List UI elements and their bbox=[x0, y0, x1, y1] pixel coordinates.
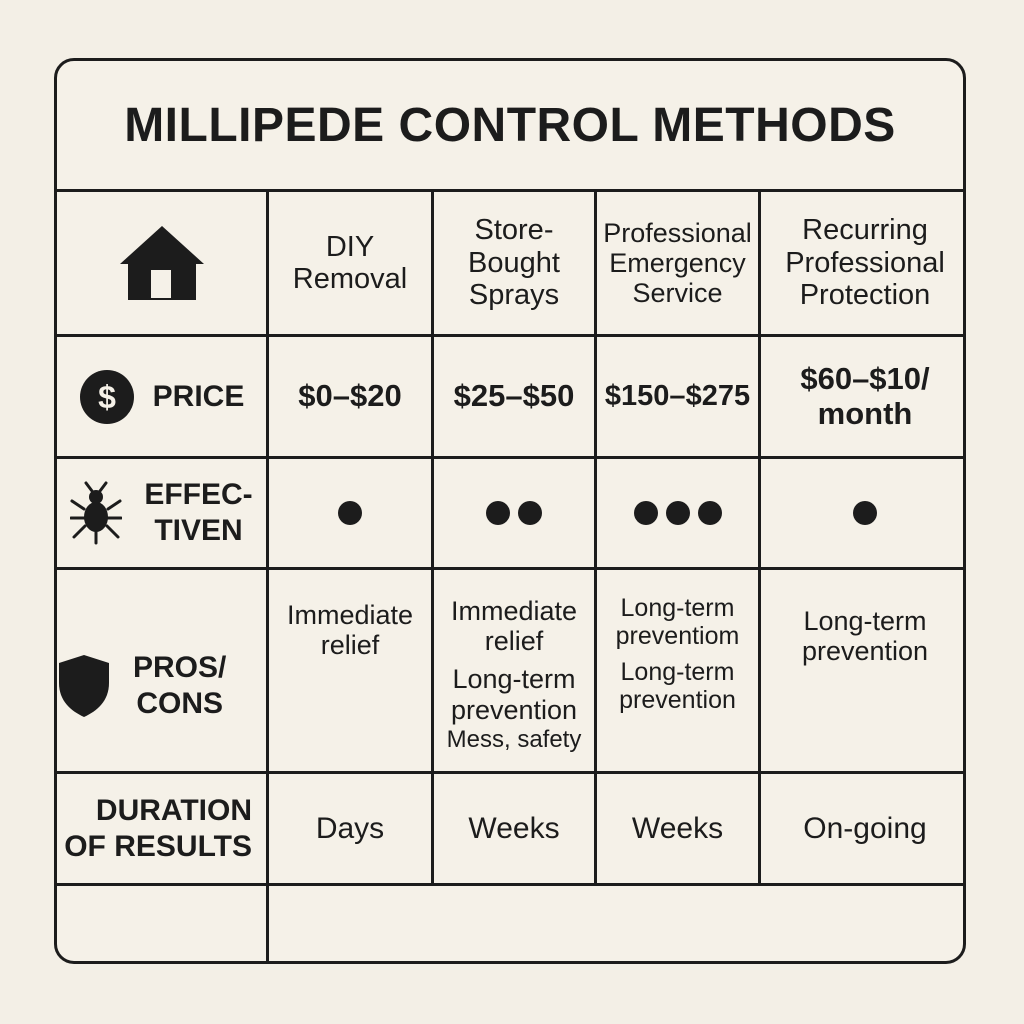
duration-cell: On-going bbox=[761, 774, 963, 883]
row-label-duration: DURATION OF RESULTS bbox=[57, 774, 266, 883]
rating-dots bbox=[853, 501, 877, 525]
pros-cons-text: prevention bbox=[801, 636, 929, 667]
rating-dots bbox=[486, 501, 542, 525]
column-header-line: Store- bbox=[474, 214, 554, 247]
rating-dot bbox=[633, 501, 658, 525]
row-label-text: PROS/ CONS bbox=[133, 650, 226, 722]
duration-cell: Days bbox=[269, 774, 431, 883]
row-label-price: $ PRICE bbox=[57, 337, 266, 456]
rating-dot bbox=[853, 501, 877, 525]
price-cell: $150–$275 bbox=[597, 337, 758, 456]
divider bbox=[57, 567, 963, 570]
price-value: $150–$275 bbox=[604, 380, 751, 413]
house-icon bbox=[119, 226, 204, 300]
row-label-pros-cons: PROS/ CONS bbox=[57, 570, 266, 771]
effectiveness-cell bbox=[434, 459, 594, 567]
duration-value: Weeks bbox=[631, 811, 724, 845]
dollar-coin-icon: $ bbox=[79, 369, 134, 424]
pros-cons-cell: Long-term prevention bbox=[761, 570, 963, 771]
column-header-recurring: Recurring Professional Protection bbox=[761, 192, 963, 334]
bug-icon bbox=[70, 481, 123, 545]
column-header-sprays: Store- Bought Sprays bbox=[434, 192, 594, 334]
pros-cons-text: Immediate bbox=[286, 600, 414, 630]
rating-dots bbox=[633, 501, 722, 525]
pros-cons-text: Long-term bbox=[620, 594, 735, 622]
column-header-line: Emergency bbox=[609, 247, 746, 278]
pros-cons-text: relief bbox=[320, 630, 380, 661]
comparison-table: MILLIPEDE CONTROL METHODS DIY Removal St… bbox=[54, 58, 966, 964]
price-value: month bbox=[817, 395, 913, 431]
pros-cons-text: Long-term bbox=[452, 664, 576, 695]
pros-cons-text: preventiom bbox=[615, 622, 740, 650]
pros-cons-text: prevention bbox=[619, 686, 736, 714]
column-header-diy: DIY Removal bbox=[269, 192, 431, 334]
rating-dot bbox=[486, 501, 510, 525]
divider bbox=[57, 771, 963, 774]
column-header-emergency: Professional Emergency Service bbox=[597, 192, 758, 334]
column-header-line: Service bbox=[632, 278, 723, 309]
divider bbox=[57, 883, 963, 886]
pros-cons-text: Immediate bbox=[450, 596, 578, 626]
divider bbox=[57, 334, 963, 337]
row-label-effectiveness: EFFEC- TIVEN bbox=[57, 459, 266, 567]
price-value: $25–$50 bbox=[453, 378, 575, 414]
svg-text:$: $ bbox=[98, 379, 116, 415]
rating-dot bbox=[697, 501, 722, 525]
row-label-text: PRICE bbox=[152, 379, 245, 413]
pros-cons-cell: Immediate relief Long-term prevention Me… bbox=[434, 570, 594, 771]
pros-cons-cell: Long-term preventiom Long-term preventio… bbox=[597, 570, 758, 771]
rating-dot bbox=[665, 501, 690, 525]
pros-cons-text: Long-term bbox=[803, 606, 927, 636]
price-value: $60–$10/ bbox=[800, 360, 930, 396]
empty-cell bbox=[269, 886, 963, 961]
row-label-line: TIVEN bbox=[154, 514, 243, 547]
divider bbox=[266, 189, 269, 961]
price-cell: $0–$20 bbox=[269, 337, 431, 456]
column-header-line: Protection bbox=[799, 279, 931, 312]
divider bbox=[57, 189, 963, 192]
column-header-line: Bought bbox=[468, 246, 560, 279]
effectiveness-cell bbox=[269, 459, 431, 567]
divider bbox=[57, 456, 963, 459]
duration-cell: Weeks bbox=[597, 774, 758, 883]
divider bbox=[594, 189, 597, 883]
duration-value: Days bbox=[315, 811, 385, 845]
rating-dots bbox=[338, 501, 362, 525]
column-header-line: Professional bbox=[785, 246, 945, 279]
price-cell: $60–$10/ month bbox=[761, 337, 963, 456]
column-header-line: DIY bbox=[325, 230, 375, 263]
column-header-line: Sprays bbox=[468, 279, 560, 312]
row-label-line: OF RESULTS bbox=[64, 829, 252, 863]
price-value: $0–$20 bbox=[298, 378, 402, 414]
divider bbox=[431, 189, 434, 883]
page-title: MILLIPEDE CONTROL METHODS bbox=[124, 98, 896, 152]
row-label-line: PROS/ bbox=[133, 650, 227, 684]
pros-cons-text: prevention bbox=[450, 694, 578, 725]
rating-dot bbox=[338, 501, 362, 525]
pros-cons-text: Long-term bbox=[620, 658, 735, 686]
duration-cell: Weeks bbox=[434, 774, 594, 883]
rating-dot bbox=[518, 501, 542, 525]
pros-cons-cell: Immediate relief bbox=[269, 570, 431, 771]
pros-cons-note: Mess, safety bbox=[446, 725, 582, 753]
pros-cons-text: relief bbox=[484, 626, 544, 657]
effectiveness-cell bbox=[761, 459, 963, 567]
column-header-line: Professional bbox=[603, 217, 752, 248]
column-header-line: Removal bbox=[292, 263, 408, 295]
header-icon-cell bbox=[57, 192, 266, 334]
row-label-line: CONS bbox=[136, 686, 224, 720]
column-header-line: Recurring bbox=[802, 214, 928, 247]
divider bbox=[758, 189, 761, 883]
row-label-line: EFFEC- bbox=[144, 478, 253, 511]
row-label-line: DURATION bbox=[95, 793, 252, 827]
row-label-text: EFFEC- TIVEN bbox=[144, 477, 252, 549]
price-cell: $25–$50 bbox=[434, 337, 594, 456]
empty-cell bbox=[57, 886, 266, 961]
shield-icon bbox=[59, 654, 109, 717]
duration-value: On-going bbox=[803, 811, 927, 845]
effectiveness-cell bbox=[597, 459, 758, 567]
duration-value: Weeks bbox=[468, 811, 560, 845]
